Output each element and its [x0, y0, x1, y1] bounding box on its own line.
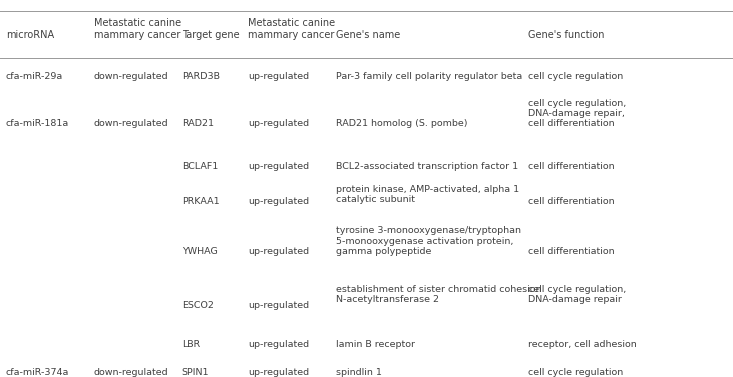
Text: SPIN1: SPIN1	[182, 368, 210, 377]
Text: up-regulated: up-regulated	[248, 247, 309, 256]
Text: up-regulated: up-regulated	[248, 162, 309, 171]
Text: Par-3 family cell polarity regulator beta: Par-3 family cell polarity regulator bet…	[336, 72, 522, 81]
Text: tyrosine 3-monooxygenase/tryptophan
5-monooxygenase activation protein,
gamma po: tyrosine 3-monooxygenase/tryptophan 5-mo…	[336, 227, 520, 256]
Text: cell differentiation: cell differentiation	[528, 197, 614, 206]
Text: Metastatic canine
mammary cancer: Metastatic canine mammary cancer	[94, 18, 181, 40]
Text: down-regulated: down-regulated	[94, 72, 169, 81]
Text: cfa-miR-181a: cfa-miR-181a	[6, 119, 69, 128]
Text: RAD21: RAD21	[182, 119, 214, 128]
Text: PRKAA1: PRKAA1	[182, 197, 219, 206]
Text: ESCO2: ESCO2	[182, 301, 213, 310]
Text: Metastatic canine
mammary cancer: Metastatic canine mammary cancer	[248, 18, 335, 40]
Text: YWHAG: YWHAG	[182, 247, 218, 256]
Text: cfa-miR-29a: cfa-miR-29a	[6, 72, 63, 81]
Text: establishment of sister chromatid cohesion
N-acetyltransferase 2: establishment of sister chromatid cohesi…	[336, 285, 541, 304]
Text: lamin B receptor: lamin B receptor	[336, 340, 415, 349]
Text: PARD3B: PARD3B	[182, 72, 220, 81]
Text: up-regulated: up-regulated	[248, 301, 309, 310]
Text: up-regulated: up-regulated	[248, 72, 309, 81]
Text: up-regulated: up-regulated	[248, 119, 309, 128]
Text: Gene's function: Gene's function	[528, 30, 604, 40]
Text: cell differentiation: cell differentiation	[528, 162, 614, 171]
Text: down-regulated: down-regulated	[94, 368, 169, 377]
Text: up-regulated: up-regulated	[248, 197, 309, 206]
Text: receptor, cell adhesion: receptor, cell adhesion	[528, 340, 636, 349]
Text: up-regulated: up-regulated	[248, 340, 309, 349]
Text: up-regulated: up-regulated	[248, 368, 309, 377]
Text: BCL2-associated transcription factor 1: BCL2-associated transcription factor 1	[336, 162, 517, 171]
Text: cell cycle regulation: cell cycle regulation	[528, 368, 623, 377]
Text: spindlin 1: spindlin 1	[336, 368, 382, 377]
Text: cell differentiation: cell differentiation	[528, 247, 614, 256]
Text: cfa-miR-374a: cfa-miR-374a	[6, 368, 69, 377]
Text: RAD21 homolog (S. pombe): RAD21 homolog (S. pombe)	[336, 119, 467, 128]
Text: Gene's name: Gene's name	[336, 30, 400, 40]
Text: cell cycle regulation,
DNA-damage repair,
cell differentiation: cell cycle regulation, DNA-damage repair…	[528, 99, 626, 129]
Text: LBR: LBR	[182, 340, 200, 349]
Text: protein kinase, AMP-activated, alpha 1
catalytic subunit: protein kinase, AMP-activated, alpha 1 c…	[336, 185, 519, 204]
Text: down-regulated: down-regulated	[94, 119, 169, 128]
Text: cell cycle regulation,
DNA-damage repair: cell cycle regulation, DNA-damage repair	[528, 285, 626, 304]
Text: microRNA: microRNA	[6, 30, 54, 40]
Text: Target gene: Target gene	[182, 30, 240, 40]
Text: cell cycle regulation: cell cycle regulation	[528, 72, 623, 81]
Text: BCLAF1: BCLAF1	[182, 162, 218, 171]
